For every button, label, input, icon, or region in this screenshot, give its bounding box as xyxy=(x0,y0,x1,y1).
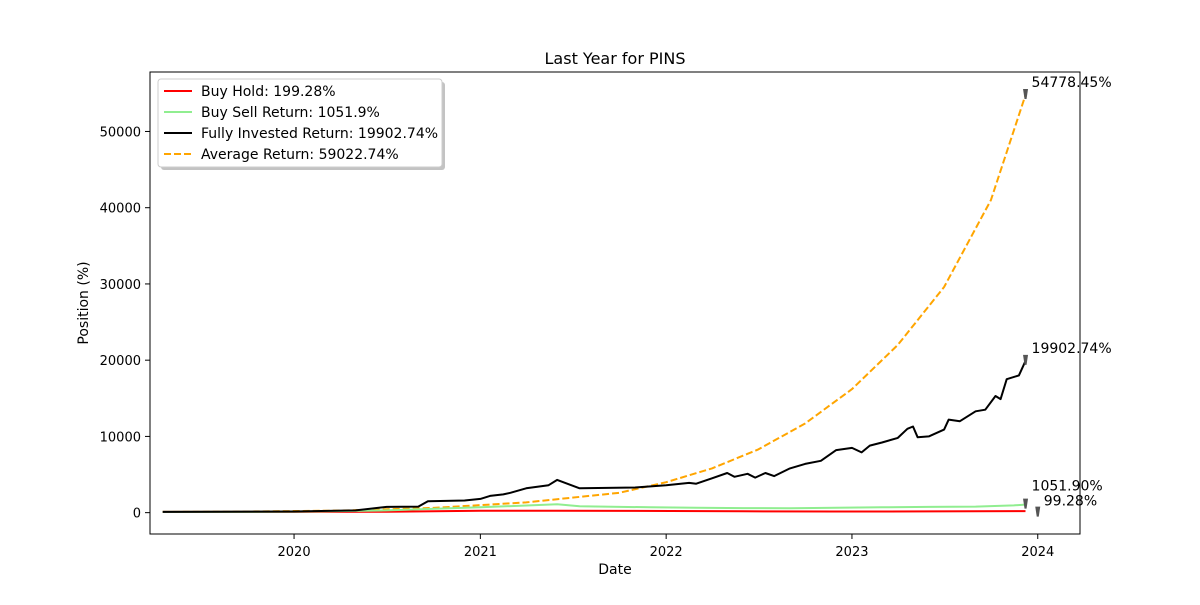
plot-frame xyxy=(149,71,1081,535)
legend: Buy Hold: 199.28% Buy Sell Return: 1051.9… xyxy=(157,78,445,170)
x-axis-label: Date xyxy=(598,562,631,578)
x-axis-ticks: 2020 2021 2022 2023 2024 xyxy=(278,534,1054,560)
annotation-arrow xyxy=(1023,498,1029,509)
y-tick-label: 20000 xyxy=(100,354,141,369)
annotation-arrow xyxy=(1035,506,1041,517)
x-tick-label: 2020 xyxy=(278,545,311,560)
legend-frame xyxy=(157,78,443,168)
annotation-arrow xyxy=(1023,89,1029,100)
series-line-average-return xyxy=(162,94,1027,513)
annotation-label: 1051.90% xyxy=(1032,479,1103,495)
series-line-fully-invested-return xyxy=(162,360,1027,513)
x-tick-label: 2023 xyxy=(835,545,868,560)
legend-label-buy-hold: Buy Hold: 199.28% xyxy=(201,84,336,100)
x-tick-label: 2024 xyxy=(1021,545,1054,560)
chart-title: Last Year for PINS xyxy=(545,49,686,68)
legend-label-buy-sell-return: Buy Sell Return: 1051.9% xyxy=(201,105,380,121)
y-tick-label: 30000 xyxy=(100,278,141,293)
x-tick-label: 2022 xyxy=(650,545,683,560)
y-tick-label: 40000 xyxy=(100,202,141,217)
legend-label-fully-invested-return: Fully Invested Return: 19902.74% xyxy=(201,126,438,142)
annotation-label: 19902.74% xyxy=(1032,341,1112,357)
y-axis-ticks: 0 10000 20000 30000 40000 50000 xyxy=(100,125,150,522)
legend-label-average-return: Average Return: 59022.74% xyxy=(201,147,399,163)
y-tick-label: 10000 xyxy=(100,430,141,445)
y-axis-label: Position (%) xyxy=(76,261,92,344)
annotation-label: 99.28% xyxy=(1044,494,1097,510)
annotation-label: 54778.45% xyxy=(1032,75,1112,91)
x-tick-label: 2021 xyxy=(464,545,497,560)
annotation-arrow xyxy=(1023,354,1029,365)
series-line-buy-sell-return xyxy=(162,503,1026,513)
y-tick-label: 50000 xyxy=(100,125,141,140)
y-tick-label: 0 xyxy=(133,507,141,522)
plot-area xyxy=(162,94,1027,513)
end-annotations: 54778.45% 19902.74% 1051.90%99.28% xyxy=(1023,75,1112,517)
